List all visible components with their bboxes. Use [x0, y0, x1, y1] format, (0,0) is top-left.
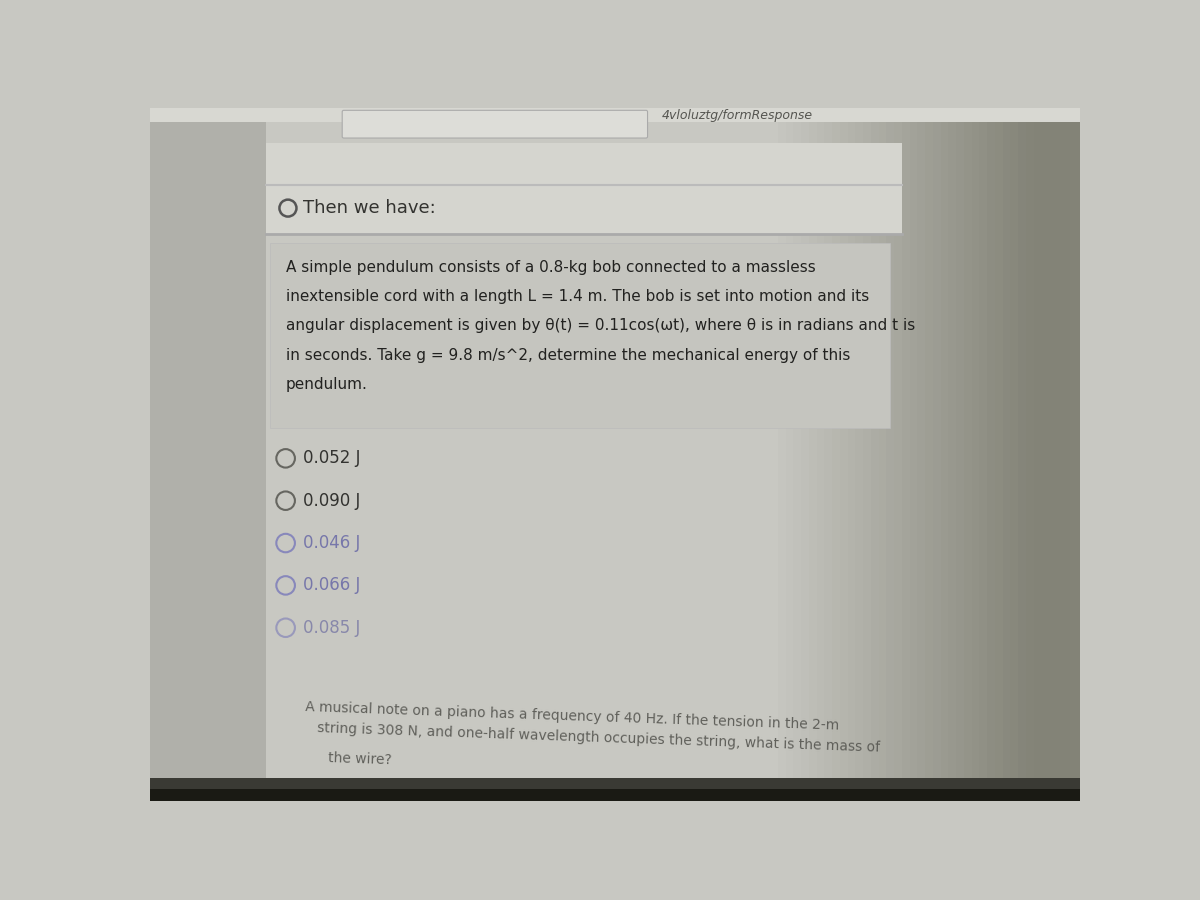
Text: 0.052 J: 0.052 J — [302, 449, 360, 467]
FancyBboxPatch shape — [956, 108, 964, 801]
FancyBboxPatch shape — [266, 142, 901, 235]
FancyBboxPatch shape — [1064, 108, 1073, 801]
Text: Then we have:: Then we have: — [304, 199, 437, 217]
Text: pendulum.: pendulum. — [286, 377, 367, 392]
FancyBboxPatch shape — [986, 108, 995, 801]
FancyBboxPatch shape — [1010, 108, 1018, 801]
FancyBboxPatch shape — [878, 108, 887, 801]
Text: string is 308 N, and one-half wavelength occupies the string, what is the mass o: string is 308 N, and one-half wavelength… — [317, 721, 880, 755]
Text: in seconds. Take g = 9.8 m/s^2, determine the mechanical energy of this: in seconds. Take g = 9.8 m/s^2, determin… — [286, 347, 850, 363]
FancyBboxPatch shape — [1002, 108, 1010, 801]
FancyBboxPatch shape — [1049, 108, 1057, 801]
FancyBboxPatch shape — [1018, 108, 1026, 801]
FancyBboxPatch shape — [979, 108, 986, 801]
FancyBboxPatch shape — [816, 108, 824, 801]
FancyBboxPatch shape — [809, 108, 816, 801]
FancyBboxPatch shape — [1033, 108, 1042, 801]
FancyBboxPatch shape — [856, 108, 863, 801]
FancyBboxPatch shape — [995, 108, 1002, 801]
FancyBboxPatch shape — [824, 108, 832, 801]
FancyBboxPatch shape — [925, 108, 932, 801]
FancyBboxPatch shape — [887, 108, 894, 801]
FancyBboxPatch shape — [802, 108, 809, 801]
FancyBboxPatch shape — [1026, 108, 1033, 801]
FancyBboxPatch shape — [847, 108, 856, 801]
FancyBboxPatch shape — [894, 108, 901, 801]
Text: 0.066 J: 0.066 J — [302, 576, 360, 594]
Text: A simple pendulum consists of a 0.8-kg bob connected to a massless: A simple pendulum consists of a 0.8-kg b… — [286, 260, 815, 274]
FancyBboxPatch shape — [863, 108, 871, 801]
FancyBboxPatch shape — [150, 108, 1080, 122]
FancyBboxPatch shape — [150, 108, 266, 801]
FancyBboxPatch shape — [972, 108, 979, 801]
Text: the wire?: the wire? — [329, 752, 392, 768]
FancyBboxPatch shape — [1057, 108, 1064, 801]
FancyBboxPatch shape — [1073, 108, 1080, 801]
FancyBboxPatch shape — [948, 108, 956, 801]
Text: 4vloluztg/formResponse: 4vloluztg/formResponse — [661, 109, 812, 122]
Text: inextensible cord with a length L = 1.4 m. The bob is set into motion and its: inextensible cord with a length L = 1.4 … — [286, 289, 869, 304]
FancyBboxPatch shape — [917, 108, 925, 801]
FancyBboxPatch shape — [270, 243, 890, 428]
FancyBboxPatch shape — [901, 108, 910, 801]
FancyBboxPatch shape — [793, 108, 802, 801]
FancyBboxPatch shape — [964, 108, 972, 801]
FancyBboxPatch shape — [832, 108, 840, 801]
Text: 0.085 J: 0.085 J — [302, 619, 360, 637]
FancyBboxPatch shape — [150, 789, 1080, 801]
Text: 0.046 J: 0.046 J — [302, 534, 360, 552]
FancyBboxPatch shape — [871, 108, 878, 801]
FancyBboxPatch shape — [910, 108, 917, 801]
FancyBboxPatch shape — [1042, 108, 1049, 801]
Text: angular displacement is given by θ(t) = 0.11cos(ωt), where θ is in radians and t: angular displacement is given by θ(t) = … — [286, 319, 914, 333]
Text: 0.090 J: 0.090 J — [302, 491, 360, 509]
FancyBboxPatch shape — [342, 111, 648, 138]
FancyBboxPatch shape — [150, 778, 1080, 801]
Text: A musical note on a piano has a frequency of 40 Hz. If the tension in the 2-m: A musical note on a piano has a frequenc… — [305, 700, 840, 733]
FancyBboxPatch shape — [941, 108, 948, 801]
FancyBboxPatch shape — [932, 108, 941, 801]
FancyBboxPatch shape — [840, 108, 847, 801]
